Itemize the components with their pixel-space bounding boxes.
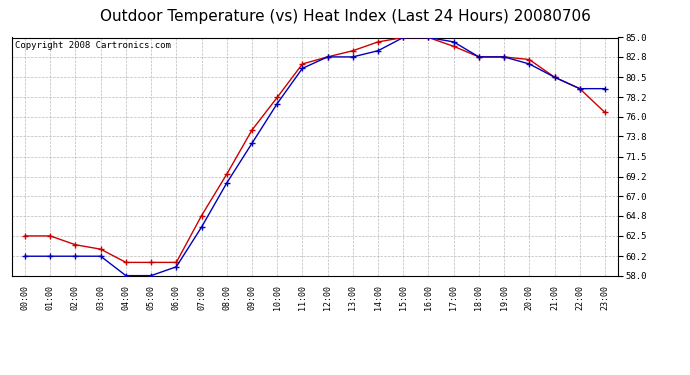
Text: Copyright 2008 Cartronics.com: Copyright 2008 Cartronics.com (15, 41, 171, 50)
Text: Outdoor Temperature (vs) Heat Index (Last 24 Hours) 20080706: Outdoor Temperature (vs) Heat Index (Las… (99, 9, 591, 24)
